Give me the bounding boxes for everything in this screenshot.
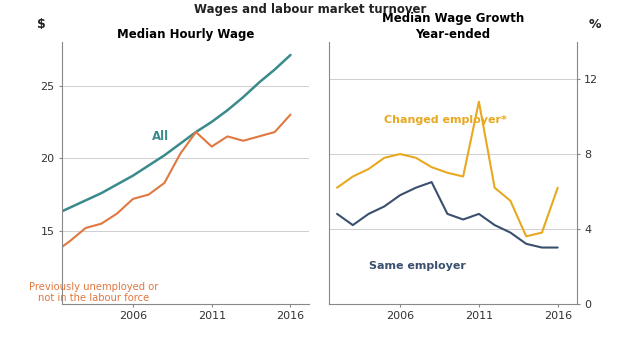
Text: Wages and labour market turnover: Wages and labour market turnover <box>194 3 426 16</box>
Text: %: % <box>589 18 601 31</box>
Text: Previously unemployed or
not in the labour force: Previously unemployed or not in the labo… <box>29 282 158 303</box>
Title: Median Hourly Wage: Median Hourly Wage <box>117 28 254 41</box>
Title: Median Wage Growth
Year-ended: Median Wage Growth Year-ended <box>382 12 524 41</box>
Text: Same employer: Same employer <box>369 261 466 271</box>
Text: Changed employer*: Changed employer* <box>384 116 507 125</box>
Text: $: $ <box>37 18 46 31</box>
Text: All: All <box>152 130 169 143</box>
